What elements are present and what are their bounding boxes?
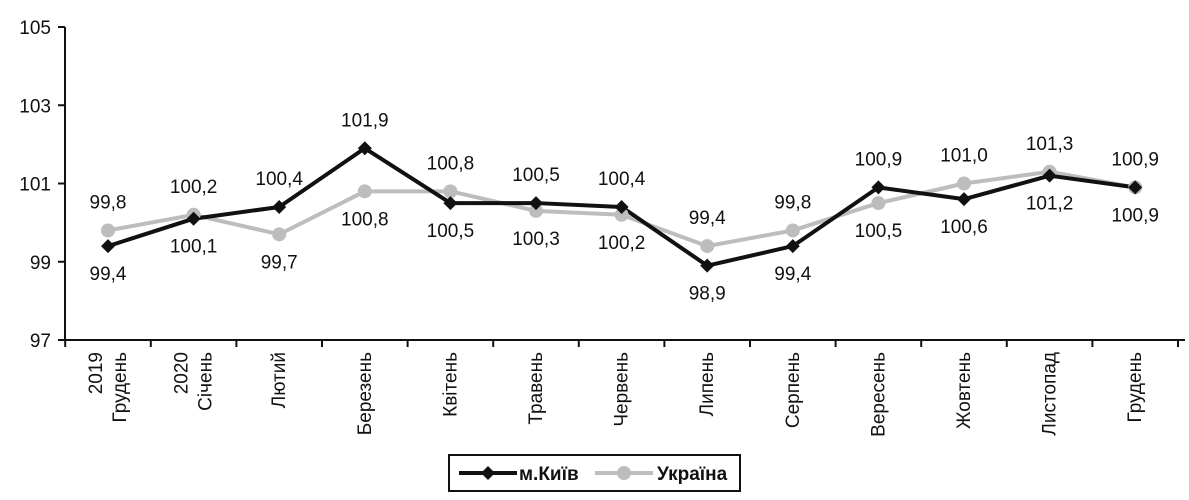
x-tick-label: 2020 [172,352,193,394]
data-label-ukraine: 100,5 [855,221,903,242]
x-tick-label: Червень [612,352,633,427]
legend: м.Київ Україна [448,454,741,492]
data-label-ukraine: 100,3 [512,229,560,250]
ukraine-point [101,223,115,238]
ukraine-point [700,239,715,254]
data-label-ukraine: 99,7 [261,252,298,273]
data-label-ukraine: 99,8 [774,192,811,213]
data-label-kyiv: 101,9 [341,110,389,131]
legend-marker-kyiv [481,466,495,480]
kyiv-point [443,196,458,211]
legend-label-ukraine: Україна [657,464,728,485]
data-label-kyiv: 100,9 [855,149,903,170]
kyiv-point [1128,180,1143,195]
y-tick-label: 99 [30,253,51,274]
data-label-ukraine: 100,8 [341,209,389,230]
kyiv-point [101,239,115,254]
data-label-kyiv: 100,4 [598,169,646,190]
data-label-kyiv: 100,5 [512,165,560,186]
ukraine-point [785,223,800,238]
x-tick-label: Серпень [783,352,804,428]
data-label-kyiv: 100,5 [427,221,475,242]
ukraine-point [443,184,458,199]
legend-label-kyiv: м.Київ [519,464,579,485]
y-tick-label: 105 [19,18,51,39]
legend-marker-ukraine [617,466,631,480]
data-label-kyiv: 100,6 [940,217,988,238]
kyiv-point [186,211,201,226]
data-label-kyiv: 101,2 [1026,194,1074,215]
data-label-kyiv: 99,4 [774,264,811,285]
kyiv-point [700,258,715,273]
x-tick-label: Вересень [868,352,889,437]
x-tick-label: Листопад [1040,352,1061,436]
x-tick-label: Грудень [1125,352,1146,423]
data-label-kyiv: 99,4 [90,264,127,285]
data-label-ukraine: 100,9 [1111,149,1159,170]
kyiv-point [1042,168,1057,183]
x-tick-label: Лютий [269,352,290,408]
kyiv-point [272,199,287,214]
data-label-kyiv: 98,9 [689,284,726,305]
y-tick-label: 103 [19,96,51,117]
series-markers [101,141,1143,273]
kyiv-point [785,239,800,254]
data-label-ukraine: 100,2 [598,233,646,254]
data-labels: 99,4 99,8 100,1 100,2 100,4 99,7 101,9 100,8 100… [90,110,1159,304]
kyiv-point [957,192,971,207]
kyiv-point [614,199,629,214]
ukraine-point [357,184,372,199]
x-tick-label: Грудень [110,352,131,423]
data-label-kyiv: 100,1 [170,237,218,258]
data-label-kyiv: 100,4 [255,169,303,190]
x-tick-label: Жовтень [954,352,975,429]
data-label-ukraine: 99,4 [689,208,726,229]
data-label-kyiv: 100,9 [1111,205,1159,226]
y-tick-label: 97 [30,331,51,352]
x-tick-label: Березень [355,352,376,435]
ukraine-point [957,176,971,191]
kyiv-point [529,196,543,211]
data-label-ukraine: 99,8 [90,192,127,213]
x-tick-label: Квітень [440,352,461,417]
x-tick-label: Травень [526,352,547,425]
ukraine-point [614,207,629,222]
kyiv-point [357,141,372,156]
kyiv-point [871,180,886,195]
data-label-ukraine: 101,3 [1026,134,1074,155]
data-label-ukraine: 101,0 [940,146,988,167]
ukraine-point [529,203,543,218]
data-label-ukraine: 100,8 [427,153,475,174]
x-tick-label: Липень [697,352,718,416]
axes [58,26,1185,347]
data-label-ukraine: 100,2 [170,177,218,198]
ukraine-point [272,227,287,242]
x-tick-label: 2019 [86,352,107,394]
ukraine-point [871,196,886,211]
y-tick-label: 101 [19,175,51,196]
x-tick-label: Січень [196,352,217,411]
